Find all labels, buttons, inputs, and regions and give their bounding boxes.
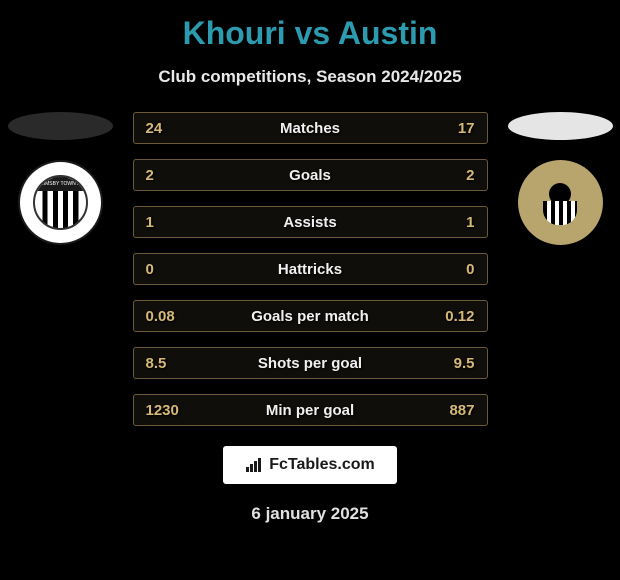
stat-right-value: 1 [435, 214, 475, 231]
grimsby-badge-text: GRIMSBY TOWN FC [35, 177, 86, 191]
stat-left-value: 2 [146, 167, 186, 184]
chart-icon [245, 458, 263, 472]
stat-row-hattricks: 0 Hattricks 0 [133, 253, 488, 285]
stat-left-value: 1230 [146, 402, 186, 419]
notts-stripes-icon [543, 201, 577, 225]
stat-left-value: 0 [146, 261, 186, 278]
stat-label: Goals [289, 167, 331, 184]
stat-right-value: 9.5 [435, 355, 475, 372]
stat-row-min-per-goal: 1230 Min per goal 887 [133, 394, 488, 426]
stats-column: 24 Matches 17 2 Goals 2 1 Assists 1 0 Ha… [133, 112, 488, 426]
subtitle: Club competitions, Season 2024/2025 [158, 67, 461, 87]
brand-label: FcTables.com [269, 456, 375, 474]
stat-label: Assists [283, 214, 336, 231]
stat-right-value: 2 [435, 167, 475, 184]
stat-label: Goals per match [251, 308, 369, 325]
stat-row-assists: 1 Assists 1 [133, 206, 488, 238]
page-title: Khouri vs Austin [183, 15, 438, 52]
player-left-placeholder [8, 112, 113, 140]
date-label: 6 january 2025 [251, 504, 368, 524]
stat-row-goals: 2 Goals 2 [133, 159, 488, 191]
stat-label: Matches [280, 120, 340, 137]
stat-row-shots-per-goal: 8.5 Shots per goal 9.5 [133, 347, 488, 379]
stat-left-value: 1 [146, 214, 186, 231]
player-right-placeholder [508, 112, 613, 140]
stat-left-value: 0.08 [146, 308, 186, 325]
player-right-column [500, 112, 620, 245]
stat-label: Min per goal [266, 402, 354, 419]
stat-right-value: 0 [434, 261, 474, 278]
team-badge-right [518, 160, 603, 245]
stat-left-value: 8.5 [146, 355, 186, 372]
stat-left-value: 24 [146, 120, 186, 137]
stat-right-value: 17 [435, 120, 475, 137]
team-badge-left: GRIMSBY TOWN FC [18, 160, 103, 245]
comparison-area: GRIMSBY TOWN FC 24 Matches 17 2 Goals 2 … [0, 112, 620, 426]
footer: FcTables.com 6 january 2025 [223, 446, 397, 524]
stat-right-value: 0.12 [434, 308, 474, 325]
stat-label: Shots per goal [258, 355, 362, 372]
grimsby-badge-icon: GRIMSBY TOWN FC [33, 175, 88, 230]
stat-row-matches: 24 Matches 17 [133, 112, 488, 144]
stat-row-goals-per-match: 0.08 Goals per match 0.12 [133, 300, 488, 332]
notts-badge-icon [533, 175, 588, 230]
stat-right-value: 887 [435, 402, 475, 419]
brand-badge[interactable]: FcTables.com [223, 446, 397, 484]
stat-label: Hattricks [278, 261, 342, 278]
player-left-column: GRIMSBY TOWN FC [0, 112, 120, 245]
